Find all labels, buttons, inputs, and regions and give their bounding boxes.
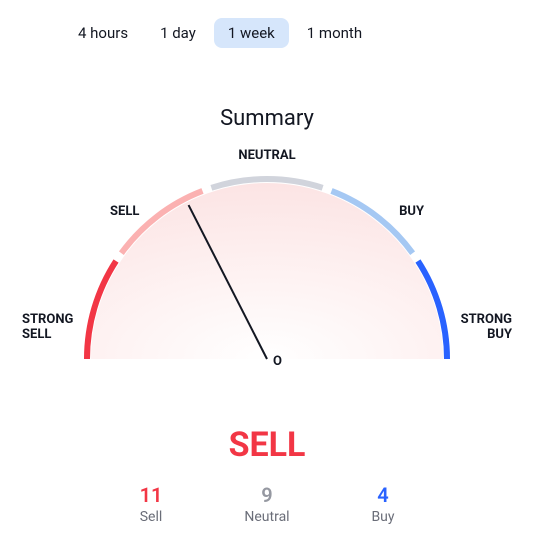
verdict-text: SELL — [0, 425, 534, 465]
gauge-label-neutral: NEUTRAL — [238, 149, 295, 164]
count-neutral: 9 Neutral — [237, 483, 297, 525]
count-sell: 11 Sell — [121, 483, 181, 525]
count-neutral-value: 9 — [237, 483, 297, 507]
tab-4hours[interactable]: 4 hours — [64, 18, 142, 48]
gauge-label-buy: BUY — [399, 205, 424, 220]
tab-1day[interactable]: 1 day — [146, 18, 210, 48]
count-buy-label: Buy — [353, 509, 413, 525]
gauge-label-strong-sell: STRONG SELL — [22, 313, 73, 343]
summary-title: Summary — [0, 106, 534, 131]
gauge-svg: O — [47, 149, 487, 379]
svg-text:O: O — [273, 354, 282, 369]
count-buy-value: 4 — [353, 483, 413, 507]
tab-1week[interactable]: 1 week — [214, 18, 289, 48]
count-sell-label: Sell — [121, 509, 181, 525]
gauge-chart: O NEUTRAL SELL BUY STRONG SELL STRONG BU… — [0, 149, 534, 409]
tab-1month[interactable]: 1 month — [293, 18, 376, 48]
counts-row: 11 Sell 9 Neutral 4 Buy — [0, 483, 534, 525]
timeframe-tabs: 4 hours 1 day 1 week 1 month — [0, 0, 534, 48]
gauge-label-sell: SELL — [110, 205, 139, 220]
count-buy: 4 Buy — [353, 483, 413, 525]
count-sell-value: 11 — [121, 483, 181, 507]
count-neutral-label: Neutral — [237, 509, 297, 525]
gauge-label-strong-buy: STRONG BUY — [461, 313, 512, 343]
